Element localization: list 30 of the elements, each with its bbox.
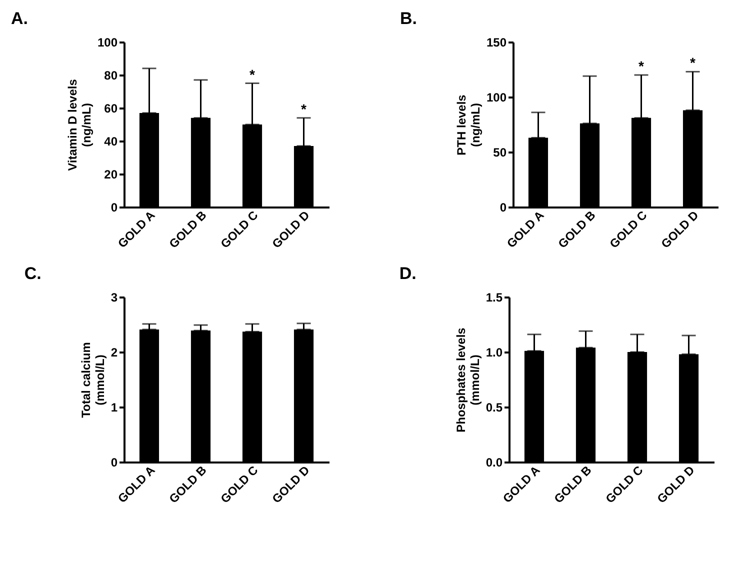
data-label: * <box>250 66 256 82</box>
y-tick-label: 0 <box>500 200 507 214</box>
y-tick-label: 100 <box>486 90 507 104</box>
data-label: * <box>638 58 645 74</box>
y-tick-label: 0 <box>110 200 118 214</box>
y-tick-label: 3 <box>110 290 118 304</box>
data-label: * <box>301 100 308 117</box>
y-axis-title: Phosphates levels (mmol/L) <box>454 327 482 432</box>
y-tick-label: 100 <box>97 36 118 50</box>
chart-title: D. <box>399 264 416 283</box>
y-axis-title: Total calcium (mmol/L) <box>78 342 107 418</box>
y-tick-label: 150 <box>486 36 507 50</box>
chart-title: C. <box>24 264 42 283</box>
chart-title: B. <box>400 9 417 28</box>
chart-title: A. <box>10 9 28 28</box>
y-tick-label: 0.5 <box>486 400 503 414</box>
y-tick-label: 1.0 <box>486 346 503 360</box>
y-tick-label: 80 <box>104 68 118 82</box>
y-tick-label: 60 <box>104 102 118 116</box>
y-tick-label: 1 <box>110 400 118 414</box>
y-tick-label: 20 <box>104 168 118 182</box>
y-tick-label: 0.0 <box>486 456 503 470</box>
y-tick-label: 40 <box>104 134 118 148</box>
y-tick-label: 1.5 <box>486 290 503 304</box>
data-label: * <box>690 54 696 71</box>
y-tick-label: 50 <box>493 146 507 160</box>
y-tick-label: 0 <box>110 456 118 470</box>
y-axis-title: PTH levels (ng/mL) <box>454 94 482 156</box>
y-tick-label: 2 <box>110 346 118 360</box>
y-axis-title: Vitamin D levels (ng/mL) <box>65 78 94 171</box>
